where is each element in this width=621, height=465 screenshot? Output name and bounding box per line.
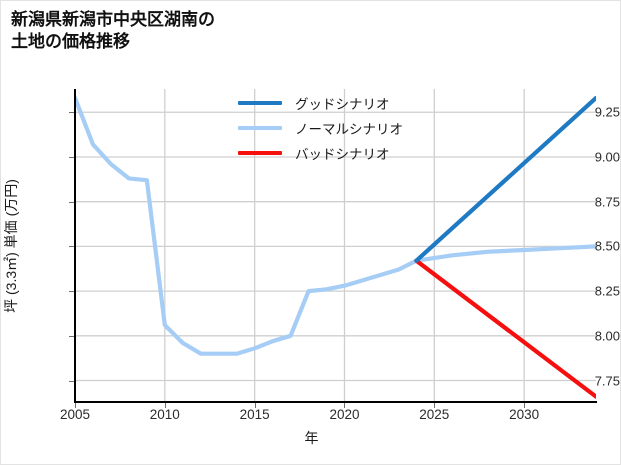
plot-area [75,89,596,402]
x-tick-mark [164,403,166,408]
legend-item-good: グッドシナリオ [238,90,468,115]
legend-label-normal: ノーマルシナリオ [295,121,403,137]
x-tick-label: 2020 [329,407,360,422]
y-tick-label: 9.00 [594,149,620,165]
legend-item-bad: バッドシナリオ [238,140,468,165]
legend-swatch-normal-icon [238,125,282,130]
legend-swatch-good-icon [238,100,282,105]
y-tick-mark [69,156,74,158]
line-bad-scenario [414,258,596,399]
legend-swatch-bad-icon [238,150,282,155]
y-tick-mark [69,335,74,337]
y-tick-label: 7.75 [594,373,620,389]
legend-label-bad: バッドシナリオ [295,146,390,162]
y-tick-label: 8.75 [594,194,620,210]
x-tick-mark [434,403,436,408]
y-tick-mark [69,291,74,293]
y-tick-label: 8.00 [594,328,620,344]
legend-label-good: グッドシナリオ [295,96,390,112]
x-axis-spine [74,401,597,403]
x-tick-mark [344,403,346,408]
chart-legend: グッドシナリオ ノーマルシナリオ バッドシナリオ [238,90,468,165]
y-tick-label: 9.25 [594,104,620,120]
x-tick-mark [524,403,526,408]
x-tick-label: 2015 [239,407,270,422]
x-tick-mark [254,403,256,408]
y-tick-label: 8.25 [594,283,620,299]
x-tick-mark [75,403,76,408]
line-normal-scenario [75,95,596,356]
y-axis-title-container: 坪 (3.3㎡) 単価 (万円) [0,89,23,402]
legend-item-normal: ノーマルシナリオ [238,115,468,140]
y-tick-mark [69,112,74,114]
x-tick-label: 2010 [149,407,180,422]
line-good-scenario [414,95,596,263]
x-axis-title: 年 [304,430,319,446]
y-tick-mark [69,201,74,203]
y-tick-label: 8.50 [594,238,620,254]
x-tick-label: 2030 [509,407,540,422]
x-tick-label: 2005 [59,407,91,422]
y-axis-spine [74,89,76,402]
y-tick-mark [69,246,74,248]
x-tick-label: 2025 [419,407,450,422]
chart-title: 新潟県新潟市中央区湖南の 土地の価格推移 [11,10,215,52]
y-axis-title: 坪 (3.3㎡) 単価 (万円) [3,178,19,313]
plot-svg [75,89,596,402]
y-tick-mark [69,380,74,382]
